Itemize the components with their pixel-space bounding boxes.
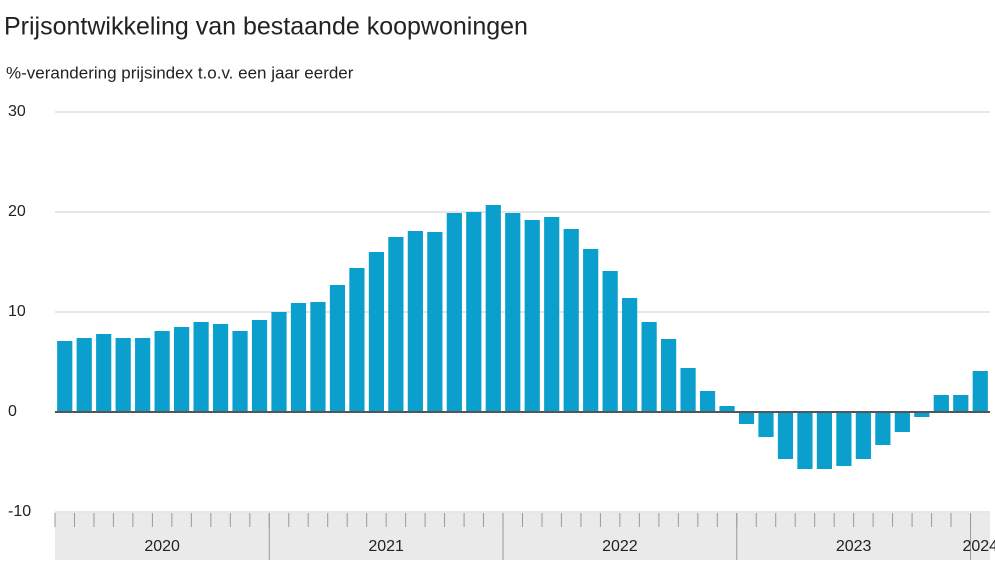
- x-tick-label: 2023: [836, 538, 872, 555]
- bar: [602, 271, 618, 412]
- bar: [115, 338, 131, 412]
- bar: [972, 371, 988, 412]
- bar: [875, 412, 891, 445]
- bar: [622, 298, 638, 412]
- bar: [816, 412, 833, 469]
- bar: [953, 395, 969, 412]
- bar: [777, 412, 794, 459]
- bar: [738, 412, 755, 424]
- bar: [855, 412, 871, 459]
- bar: [660, 339, 677, 412]
- bar: [583, 249, 599, 412]
- bar: [699, 391, 716, 412]
- bar: [290, 303, 307, 412]
- bar: [193, 322, 209, 412]
- bar: [388, 237, 404, 412]
- bar: [96, 334, 112, 412]
- x-tick-label: 2021: [368, 538, 404, 555]
- bar: [135, 338, 151, 412]
- bar: [505, 213, 521, 412]
- chart-title: Prijsontwikkeling van bestaande koopwoni…: [4, 13, 528, 41]
- bar: [466, 212, 482, 412]
- x-tick-label: 2022: [602, 538, 638, 555]
- bar: [407, 231, 423, 412]
- bar: [349, 268, 365, 412]
- y-tick-label: 10: [8, 303, 26, 320]
- bar: [914, 412, 930, 417]
- bar: [758, 412, 774, 437]
- bar: [271, 312, 287, 412]
- bar: [797, 412, 813, 469]
- bar: [329, 285, 346, 412]
- y-tick-label: 0: [8, 403, 17, 420]
- bar: [427, 232, 443, 412]
- bar: [232, 331, 248, 412]
- bar: [836, 412, 852, 466]
- x-tick-label: 2024: [962, 538, 995, 555]
- bar: [933, 395, 949, 412]
- bar: [894, 412, 910, 432]
- y-tick-label: -10: [8, 503, 31, 520]
- x-tick-label: 2020: [144, 538, 180, 555]
- bar: [368, 252, 385, 412]
- bar: [174, 327, 190, 412]
- bar: [310, 302, 326, 412]
- bar: [563, 229, 579, 412]
- bar: [485, 205, 501, 412]
- bar: [154, 331, 170, 412]
- chart-subtitle: %-verandering prijsindex t.o.v. een jaar…: [6, 63, 354, 82]
- bar: [524, 220, 540, 412]
- bar: [251, 320, 268, 412]
- y-tick-label: 20: [8, 203, 26, 220]
- y-tick-label: 30: [8, 103, 26, 120]
- bar: [76, 338, 92, 412]
- bar: [212, 324, 229, 412]
- bar: [680, 368, 696, 412]
- bar: [544, 217, 560, 412]
- bar: [719, 406, 735, 412]
- bar: [641, 322, 657, 412]
- bar: [57, 341, 73, 412]
- bar: [446, 213, 462, 412]
